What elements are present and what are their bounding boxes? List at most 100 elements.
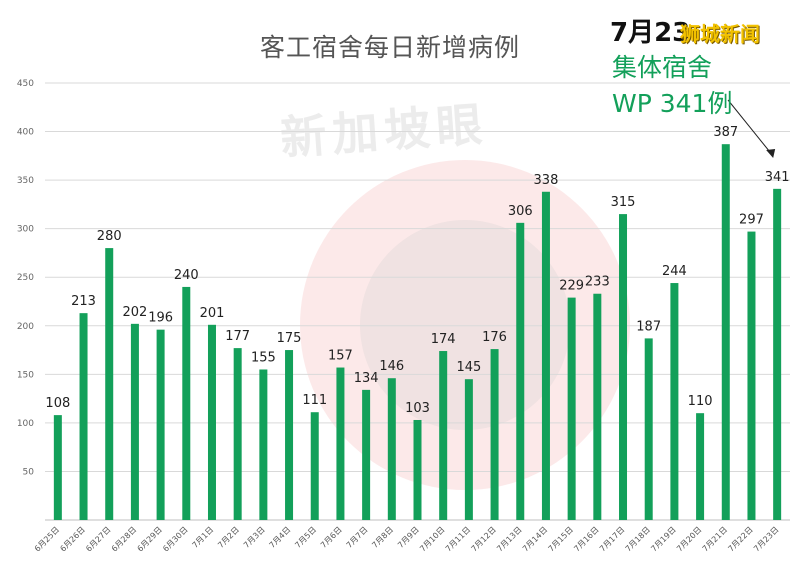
data-label: 297 — [739, 213, 764, 228]
x-tick-label: 7月5日 — [293, 525, 318, 550]
y-tick-label: 450 — [17, 79, 34, 89]
data-label: 280 — [97, 229, 122, 244]
data-label: 201 — [200, 306, 225, 321]
bar — [285, 350, 294, 520]
data-label: 145 — [456, 360, 481, 375]
y-tick-label: 150 — [17, 370, 34, 380]
bar — [439, 351, 448, 520]
data-label: 155 — [251, 350, 276, 365]
x-tick-label: 7月10日 — [418, 525, 446, 553]
bar — [207, 324, 216, 520]
data-label: 157 — [328, 349, 353, 364]
data-label: 341 — [765, 170, 790, 185]
x-tick-label: 7月13日 — [495, 525, 523, 553]
bar — [362, 389, 371, 520]
x-tick-label: 7月12日 — [470, 525, 498, 553]
bar — [336, 367, 345, 520]
data-label: 229 — [559, 279, 584, 294]
bar — [105, 248, 114, 521]
bar — [233, 348, 242, 520]
x-tick-label: 7月18日 — [624, 525, 652, 553]
annotation-line-1: 集体宿舍 — [612, 53, 713, 82]
annotation-brand: 狮城新闻 — [680, 22, 760, 46]
x-tick-label: 7月16日 — [572, 525, 600, 553]
data-label: 213 — [71, 294, 96, 309]
x-tick-label: 7月17日 — [598, 525, 626, 553]
data-label: 108 — [45, 396, 70, 411]
bar — [747, 231, 756, 520]
x-tick-label: 7月11日 — [444, 525, 472, 553]
chart-title: 客工宿舍每日新增病例 — [259, 33, 520, 62]
bar — [670, 283, 679, 520]
data-label: 244 — [662, 264, 687, 279]
x-tick-label: 7月9日 — [396, 525, 421, 550]
bar — [541, 191, 550, 520]
y-tick-label: 50 — [23, 467, 35, 477]
bar — [464, 379, 473, 520]
x-tick-label: 7月23日 — [752, 525, 780, 553]
data-label: 233 — [585, 275, 610, 290]
y-tick-label: 200 — [17, 322, 34, 332]
data-label: 176 — [482, 330, 507, 345]
data-label: 202 — [122, 305, 147, 320]
x-tick-label: 7月15日 — [547, 525, 575, 553]
x-tick-label: 7月7日 — [345, 525, 370, 550]
y-tick-label: 350 — [17, 176, 34, 186]
x-tick-label: 7月22日 — [726, 525, 754, 553]
bar — [130, 323, 139, 520]
x-tick-label: 6月29日 — [136, 525, 164, 553]
bar — [490, 349, 499, 520]
x-tick-label: 7月1日 — [191, 525, 216, 550]
x-tick-label: 6月30日 — [161, 525, 189, 553]
bar — [516, 222, 525, 520]
x-tick-label: 7月19日 — [649, 525, 677, 553]
x-tick-label: 6月28日 — [110, 525, 138, 553]
data-label: 187 — [636, 319, 661, 334]
annotation-date: 7月23 — [610, 18, 691, 48]
data-label: 103 — [405, 401, 430, 416]
bar — [593, 293, 602, 520]
y-tick-label: 300 — [17, 225, 34, 235]
x-tick-label: 7月6日 — [319, 525, 344, 550]
data-label: 146 — [379, 359, 404, 374]
bar — [259, 369, 268, 520]
bar — [310, 412, 319, 520]
data-label: 306 — [508, 204, 533, 219]
x-tick-label: 7月8日 — [370, 525, 395, 550]
bar — [413, 419, 422, 520]
y-tick-label: 100 — [17, 419, 34, 429]
data-label: 134 — [354, 371, 379, 386]
x-tick-label: 7月14日 — [521, 525, 549, 553]
bar — [567, 297, 576, 520]
y-tick-label: 400 — [17, 128, 34, 138]
x-tick-label: 7月21日 — [701, 525, 729, 553]
x-tick-label: 7月20日 — [675, 525, 703, 553]
bar — [696, 413, 705, 520]
bar — [387, 378, 396, 520]
x-tick-label: 6月27日 — [84, 525, 112, 553]
data-label: 240 — [174, 268, 199, 283]
bar — [773, 188, 782, 520]
bar — [182, 286, 191, 520]
x-tick-label: 7月4日 — [268, 525, 293, 550]
data-label: 111 — [302, 393, 327, 408]
data-label: 338 — [534, 173, 559, 188]
x-tick-label: 7月3日 — [242, 525, 267, 550]
data-label: 174 — [431, 332, 456, 347]
annotation-line-2: WP 341例 — [612, 89, 733, 118]
data-label: 175 — [277, 331, 302, 346]
data-label: 387 — [713, 125, 738, 140]
y-tick-label: 250 — [17, 273, 34, 283]
bar — [644, 338, 653, 520]
annotation-arrowhead — [766, 149, 776, 158]
bar — [619, 214, 628, 520]
bar — [721, 144, 730, 520]
data-label: 110 — [688, 394, 713, 409]
x-tick-label: 7月2日 — [216, 525, 241, 550]
x-tick-label: 6月26日 — [58, 525, 86, 553]
annotation-arrow — [727, 99, 774, 157]
data-label: 315 — [611, 195, 636, 210]
data-label: 177 — [225, 329, 250, 344]
bar — [53, 415, 62, 520]
